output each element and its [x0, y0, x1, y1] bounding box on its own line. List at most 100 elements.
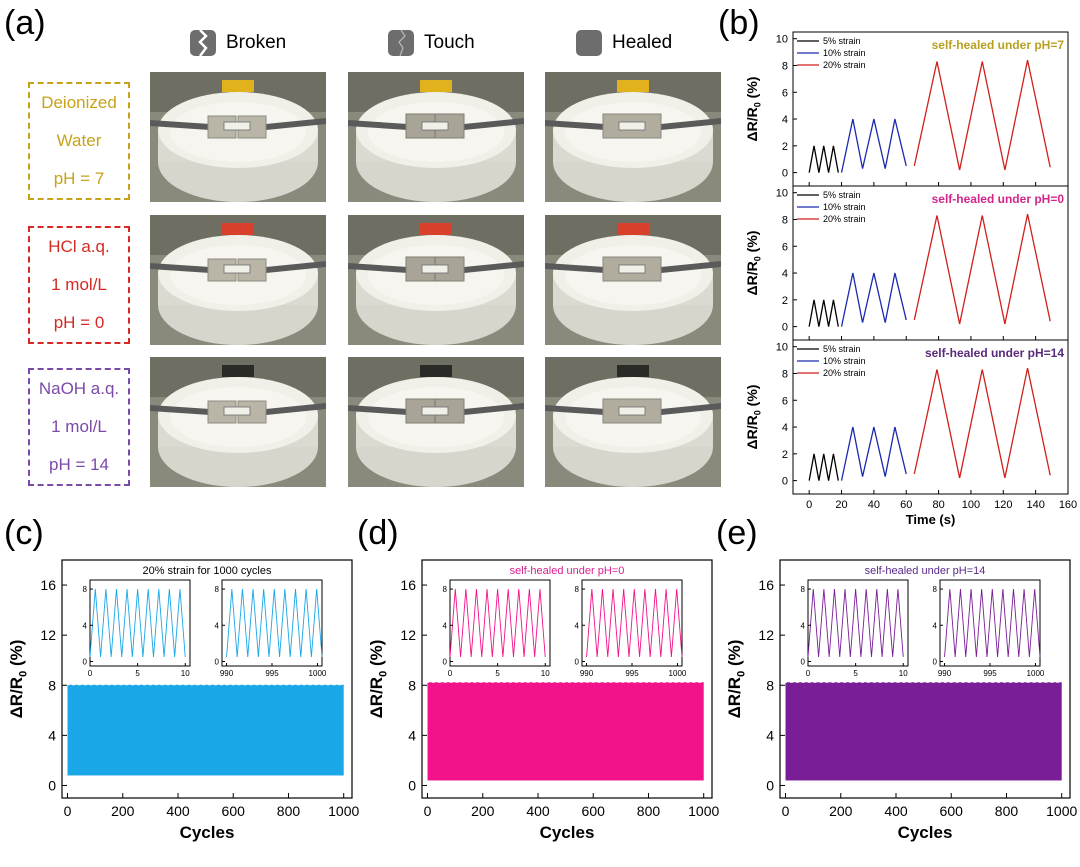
y-axis-label: ΔR/R0 (%): [725, 640, 747, 719]
inset-x-tick-label: 995: [265, 669, 279, 678]
series-line: [840, 426, 907, 481]
inset-y-tick-label: 4: [933, 621, 938, 630]
subplot-annotation: self-healed under pH=7: [932, 38, 1065, 52]
x-tick-label: 20: [835, 499, 847, 511]
state-label-touch: Touch: [424, 32, 475, 53]
condition-line: Deionized: [41, 93, 117, 112]
legend-label: 5% strain: [823, 36, 861, 46]
inset-y-tick-label: 8: [443, 585, 448, 594]
sample-photo: [348, 72, 524, 202]
series-line: [808, 145, 839, 173]
signal-band: [67, 685, 344, 776]
y-tick-label: 10: [776, 188, 788, 200]
inset-x-tick-label: 1000: [669, 669, 687, 678]
x-tick-label: 800: [637, 803, 661, 819]
series-line: [913, 59, 1051, 171]
y-tick-label: 0: [48, 777, 56, 793]
inset-title: self-healed under pH=14: [865, 565, 986, 577]
x-tick-label: 600: [940, 803, 964, 819]
series-line: [913, 213, 1051, 325]
signal-peaks: [427, 682, 704, 687]
x-axis-label: Cycles: [180, 823, 235, 842]
y-axis-label: ΔR/R0 (%): [7, 640, 29, 719]
inset-x-tick-label: 990: [938, 669, 952, 678]
y-tick-label: 8: [48, 677, 56, 693]
inset-y-tick-label: 0: [215, 657, 220, 666]
legend-label: 10% strain: [823, 356, 866, 366]
color-indicator-tab: [222, 223, 254, 235]
x-tick-label: 1000: [688, 803, 719, 819]
color-indicator-tab: [222, 365, 254, 377]
panel-label-b: (b): [718, 4, 760, 42]
gel-window: [421, 406, 449, 416]
color-indicator-tab: [420, 80, 452, 92]
y-axis-label: ΔR/R0 (%): [367, 640, 389, 719]
color-indicator-tab: [420, 223, 452, 235]
gel-window: [618, 264, 646, 274]
inset-x-tick-label: 0: [88, 669, 93, 678]
x-tick-label: 100: [962, 499, 980, 511]
legend-label: 20% strain: [823, 60, 866, 70]
state-label-broken: Broken: [226, 32, 287, 53]
x-tick-label: 400: [166, 803, 190, 819]
inset-x-tick-label: 5: [853, 669, 858, 678]
inset-y-tick-label: 8: [933, 585, 938, 594]
sample-photo: [348, 357, 524, 487]
y-tick-label: 0: [408, 777, 416, 793]
y-tick-label: 0: [782, 476, 788, 488]
x-tick-label: 40: [868, 499, 880, 511]
inset-title: self-healed under pH=0: [510, 565, 625, 577]
inset-y-tick-label: 8: [801, 585, 806, 594]
inset-x-tick-label: 10: [541, 669, 550, 678]
inset-y-tick-label: 0: [801, 657, 806, 666]
legend-label: 20% strain: [823, 368, 866, 378]
inset-x-tick-label: 10: [181, 669, 190, 678]
y-tick-label: 8: [766, 677, 774, 693]
y-tick-label: 12: [40, 627, 56, 643]
gel-window: [618, 121, 646, 131]
x-tick-label: 200: [471, 803, 495, 819]
inset-y-tick-label: 8: [215, 585, 220, 594]
state-header-healed: Healed: [576, 30, 672, 56]
plot-frame: [792, 339, 1069, 495]
x-tick-label: 0: [782, 803, 790, 819]
state-label-healed: Healed: [612, 32, 673, 53]
color-indicator-tab: [617, 223, 649, 235]
x-axis-label: Cycles: [898, 823, 953, 842]
chart-b-strain-response: 0 2 4 6 8 10 5% strain 10% strain 20% strain self…: [744, 31, 1077, 527]
series-line: [808, 453, 839, 481]
y-tick-label: 16: [400, 577, 416, 593]
y-tick-label: 4: [766, 727, 774, 743]
x-tick-label: 800: [277, 803, 301, 819]
inset-x-tick-label: 0: [448, 669, 453, 678]
condition-box-water: Deionized Water pH = 7: [28, 82, 130, 200]
state-header-touch: Touch: [388, 30, 475, 56]
inset-y-tick-label: 4: [575, 621, 580, 630]
sample-photo: [545, 72, 721, 202]
y-tick-label: 2: [782, 295, 788, 307]
x-tick-label: 160: [1059, 499, 1077, 511]
condition-line: Water: [56, 131, 102, 150]
sample-photo: [545, 357, 721, 487]
touch-strip-icon: [388, 30, 414, 56]
sample-photo: [545, 215, 721, 345]
inset-series-line: [807, 589, 904, 657]
gel-window: [223, 264, 251, 274]
x-tick-label: 200: [111, 803, 135, 819]
sample-photo: [150, 72, 326, 202]
condition-line: pH = 7: [53, 169, 105, 188]
x-tick-label: 1000: [328, 803, 359, 819]
inset-x-tick-label: 990: [580, 669, 594, 678]
inset-y-tick-label: 0: [443, 657, 448, 666]
condition-box-naoh: NaOH a.q. 1 mol/L pH = 14: [28, 368, 130, 486]
y-tick-label: 6: [782, 395, 788, 407]
panel-label-c: (c): [4, 514, 44, 552]
x-axis-label: Cycles: [540, 823, 595, 842]
inset-y-tick-label: 8: [575, 585, 580, 594]
series-line: [913, 367, 1051, 479]
y-tick-label: 4: [408, 727, 416, 743]
x-tick-label: 400: [884, 803, 908, 819]
inset-y-tick-label: 0: [575, 657, 580, 666]
y-tick-label: 8: [782, 368, 788, 380]
inset-y-tick-label: 0: [83, 657, 88, 666]
